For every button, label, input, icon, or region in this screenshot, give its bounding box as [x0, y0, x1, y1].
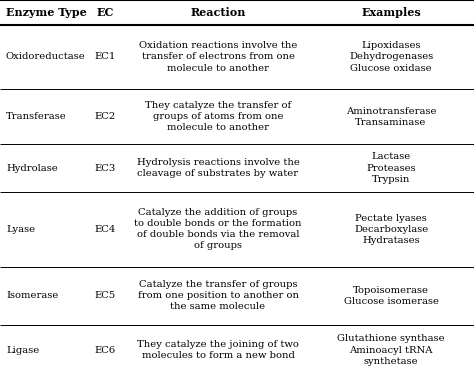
- Text: EC2: EC2: [95, 112, 116, 121]
- Text: Aminotransferase
Transaminase: Aminotransferase Transaminase: [346, 106, 436, 127]
- Text: Oxidoreductase: Oxidoreductase: [6, 52, 86, 62]
- Text: Lipoxidases
Dehydrogenases
Glucose oxidase: Lipoxidases Dehydrogenases Glucose oxida…: [349, 41, 433, 73]
- Text: Catalyze the transfer of groups
from one position to another on
the same molecul: Catalyze the transfer of groups from one…: [137, 280, 299, 311]
- Text: Examples: Examples: [361, 7, 421, 18]
- Text: Topoisomerase
Glucose isomerase: Topoisomerase Glucose isomerase: [344, 286, 438, 306]
- Text: Lyase: Lyase: [6, 225, 35, 234]
- Text: Enzyme Type: Enzyme Type: [6, 7, 87, 18]
- Text: They catalyze the joining of two
molecules to form a new bond: They catalyze the joining of two molecul…: [137, 340, 299, 360]
- Text: Hydrolysis reactions involve the
cleavage of substrates by water: Hydrolysis reactions involve the cleavag…: [137, 158, 300, 178]
- Text: Isomerase: Isomerase: [6, 291, 58, 301]
- Text: Oxidation reactions involve the
transfer of electrons from one
molecule to anoth: Oxidation reactions involve the transfer…: [139, 41, 297, 73]
- Text: EC4: EC4: [95, 225, 116, 234]
- Text: Transferase: Transferase: [6, 112, 67, 121]
- Text: Reaction: Reaction: [191, 7, 246, 18]
- Text: Lactase
Proteases
Trypsin: Lactase Proteases Trypsin: [366, 152, 416, 184]
- Text: Pectate lyases
Decarboxylase
Hydratases: Pectate lyases Decarboxylase Hydratases: [354, 214, 428, 245]
- Text: They catalyze the transfer of
groups of atoms from one
molecule to another: They catalyze the transfer of groups of …: [145, 101, 291, 132]
- Text: Hydrolase: Hydrolase: [6, 164, 58, 173]
- Text: Glutathione synthase
Aminoacyl tRNA
synthetase: Glutathione synthase Aminoacyl tRNA synt…: [337, 334, 445, 365]
- Text: EC6: EC6: [95, 345, 116, 355]
- Text: Ligase: Ligase: [6, 345, 39, 355]
- Text: Catalyze the addition of groups
to double bonds or the formation
of double bonds: Catalyze the addition of groups to doubl…: [134, 208, 302, 250]
- Text: EC5: EC5: [95, 291, 116, 301]
- Text: EC3: EC3: [95, 164, 116, 173]
- Text: EC: EC: [97, 7, 114, 18]
- Text: EC1: EC1: [95, 52, 116, 62]
